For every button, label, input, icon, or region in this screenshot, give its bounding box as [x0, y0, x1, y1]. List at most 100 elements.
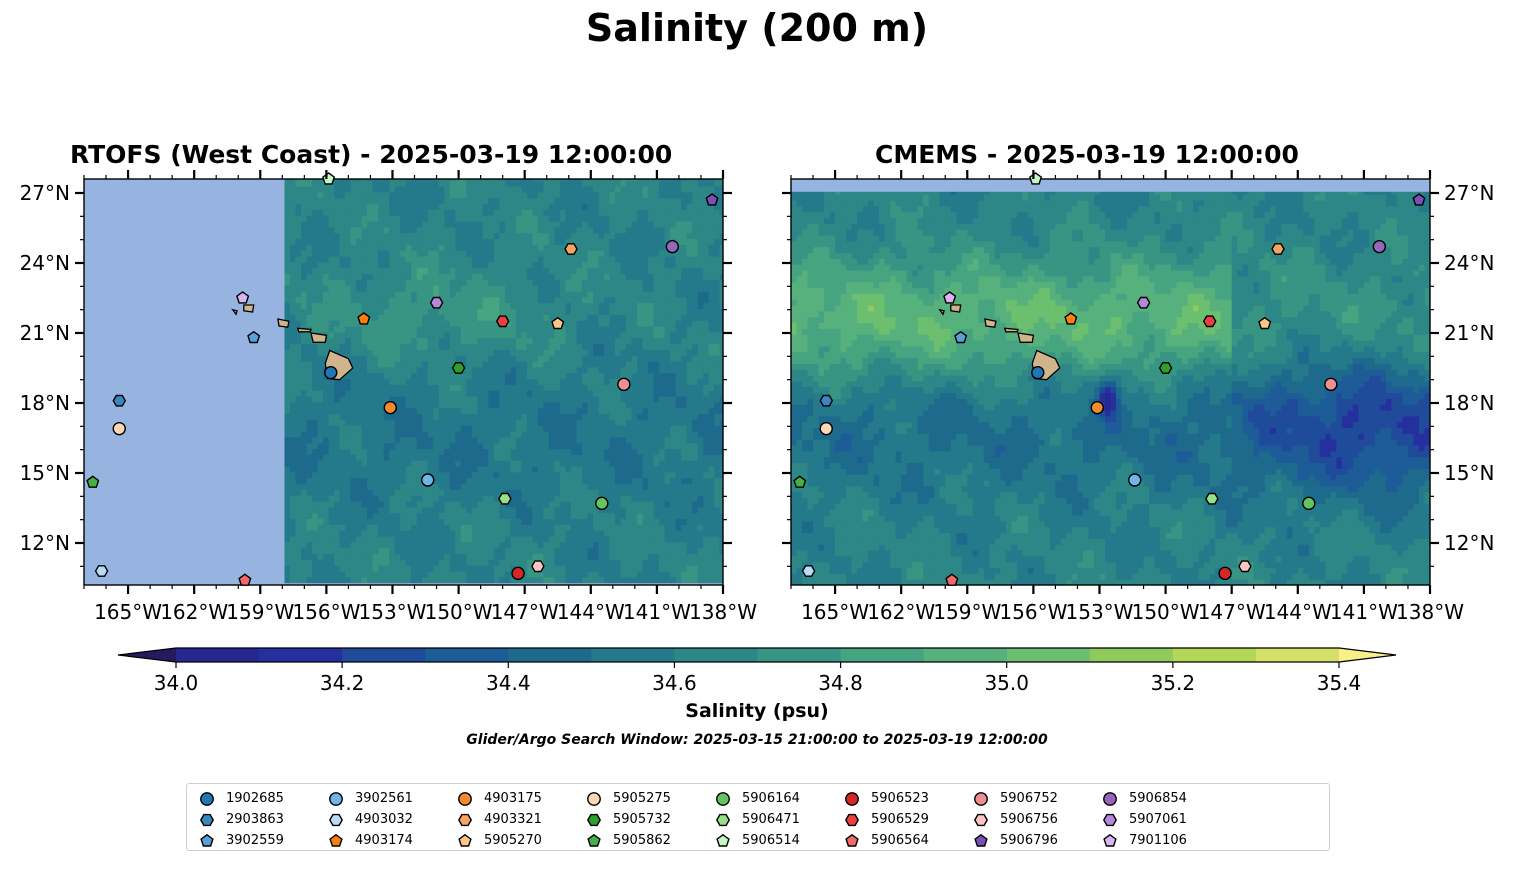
salinity-field: [284, 179, 723, 584]
island-kauai: [243, 304, 255, 313]
legend-label: 5905275: [613, 791, 671, 806]
hexagon-marker-icon: [715, 813, 731, 826]
x-tick-label: 165°W: [94, 600, 162, 624]
legend-marker-5906756: [973, 813, 989, 826]
legend-marker-5906529: [844, 813, 860, 826]
legend-item: 7901106: [1100, 830, 1187, 851]
hexagon-marker-icon: [1102, 813, 1118, 826]
circle-marker-icon: [587, 791, 601, 806]
y-tick-label: 15°N: [20, 461, 70, 485]
legend-label: 5906756: [1000, 812, 1058, 827]
float-marker-4903175: [383, 400, 397, 415]
x-tick-label: 141°W: [1330, 600, 1398, 624]
float-marker-5905275: [112, 421, 126, 436]
legend-label: 1902685: [226, 791, 284, 806]
colorbar-under-arrow: [118, 648, 176, 662]
float-marker-5906564: [945, 573, 959, 586]
legend-marker-3902561: [329, 791, 343, 806]
legend-marker-5905732: [586, 813, 602, 826]
legend-label: 5906796: [1000, 833, 1058, 848]
hexagon-marker-icon: [199, 813, 215, 826]
hexagon-marker-icon: [457, 813, 473, 826]
float-marker-7901106: [236, 291, 250, 304]
float-marker-5906523: [1218, 566, 1232, 581]
island-kauai: [950, 304, 962, 313]
float-marker-1902685: [1031, 365, 1045, 380]
legend-label: 5906854: [1129, 791, 1187, 806]
legend-item: 5906529: [842, 809, 929, 830]
legend-marker-3902559: [200, 833, 214, 847]
x-tick-label: 150°W: [425, 600, 493, 624]
legend-label: 5906523: [871, 791, 929, 806]
y-tick-label: 18°N: [1444, 391, 1494, 415]
legend-item: 1902685: [197, 788, 284, 809]
legend-label: 5906164: [742, 791, 800, 806]
colorbar-segment: [1255, 648, 1340, 662]
float-markers: [86, 172, 719, 586]
colorbar-segment: [342, 648, 426, 662]
float-marker-5905862: [86, 475, 100, 488]
legend-label: 5907061: [1129, 812, 1187, 827]
x-tick-label: 156°W: [292, 600, 360, 624]
x-tick-label: 159°W: [226, 600, 294, 624]
circle-marker-icon: [200, 791, 214, 806]
legend-label: 4903032: [355, 812, 413, 827]
circle-marker-icon: [1103, 791, 1117, 806]
float-marker-5906529: [495, 315, 510, 328]
float-marker-1902685: [324, 365, 338, 380]
pentagon-marker-icon: [716, 833, 730, 847]
float-marker-5906164: [595, 496, 609, 511]
x-tick-label: 162°W: [867, 600, 935, 624]
float-marker-3902561: [421, 473, 435, 487]
float-marker-5906523: [511, 566, 525, 581]
x-tick-label: 147°W: [1198, 600, 1266, 624]
legend-item: 5906796: [971, 830, 1058, 851]
legend-item: 5906854: [1100, 788, 1187, 809]
float-marker-4903174: [357, 312, 371, 325]
pentagon-marker-icon: [329, 833, 343, 847]
legend-marker-1902685: [200, 791, 214, 806]
hexagon-marker-icon: [844, 813, 860, 826]
legend-label: 5905732: [613, 812, 671, 827]
salinity-colorbar: 34.0 34.2 34.4 34.6 34.8 35.0 35.2 35.4: [117, 647, 1397, 695]
axes-ticks: [75, 170, 732, 594]
legend-item: 3902559: [197, 830, 284, 851]
float-marker-4903321: [1271, 243, 1285, 255]
colorbar-tick-label: 34.4: [486, 671, 531, 695]
legend-item: 5905732: [584, 809, 671, 830]
float-marker-5905732: [451, 362, 466, 374]
float-marker-4903174: [1064, 312, 1078, 325]
legend-marker-4903174: [329, 833, 343, 847]
y-tick-label: 27°N: [1444, 181, 1494, 205]
legend-marker-5905270: [458, 833, 472, 847]
pentagon-marker-icon: [845, 833, 859, 847]
legend-item: 5906471: [713, 809, 800, 830]
legend-label: 5905270: [484, 833, 542, 848]
island-oahu: [277, 318, 290, 328]
legend-label: 3902559: [226, 833, 284, 848]
y-tick-label: 18°N: [20, 391, 70, 415]
float-marker-5906756: [531, 560, 545, 573]
legend-item: 5906752: [971, 788, 1058, 809]
legend-column: 5906752 5906756 5906796: [971, 788, 1058, 851]
legend-item: 5906564: [842, 830, 929, 851]
y-tick-label: 12°N: [20, 531, 70, 555]
colorbar-segment: [1089, 648, 1174, 662]
legend-item: 5906523: [842, 788, 929, 809]
legend-item: 5907061: [1100, 809, 1187, 830]
legend-item: 5905270: [455, 830, 542, 851]
float-marker-5906752: [1324, 377, 1338, 392]
x-tick-label: 147°W: [491, 600, 559, 624]
float-marker-4903032: [94, 565, 109, 577]
float-marker-5906796: [1412, 193, 1426, 206]
legend-label: 2903863: [226, 812, 284, 827]
colorbar-tick-label: 35.4: [1317, 671, 1362, 695]
x-tick-label: 141°W: [623, 600, 691, 624]
legend-marker-5905862: [587, 833, 601, 847]
circle-marker-icon: [845, 791, 859, 806]
colorbar-segment: [1006, 648, 1091, 662]
legend-column: 4903175 4903321 5905270: [455, 788, 542, 851]
colorbar-segment: [757, 648, 842, 662]
float-marker-7901106: [943, 291, 957, 304]
legend-item: 5906756: [971, 809, 1058, 830]
